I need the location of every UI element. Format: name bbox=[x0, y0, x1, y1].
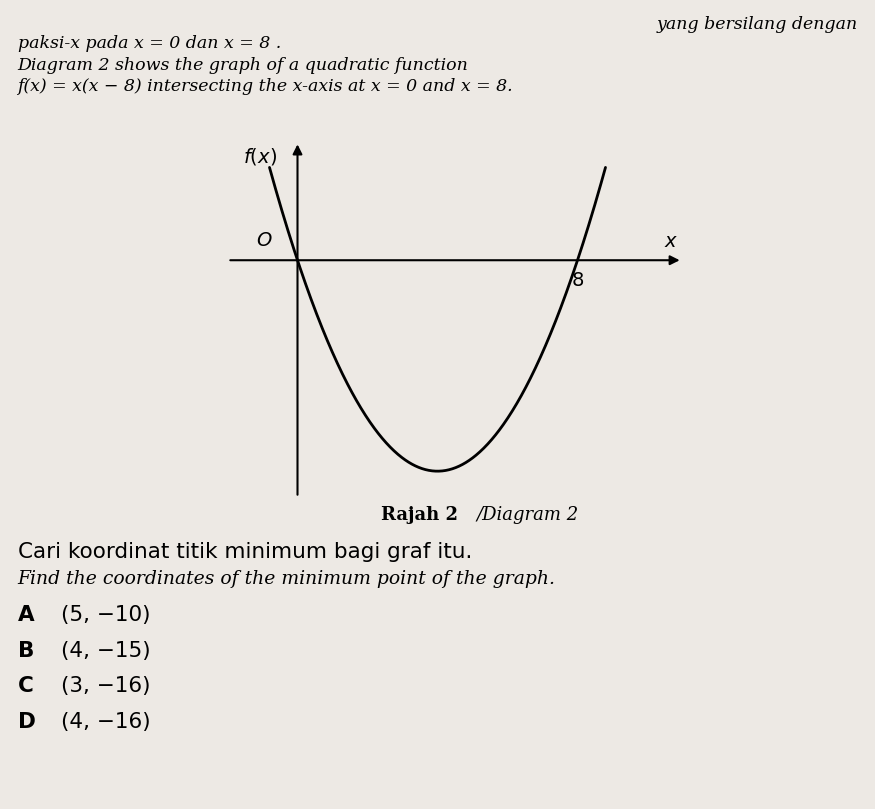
Text: Diagram 2 shows the graph of a quadratic function: Diagram 2 shows the graph of a quadratic… bbox=[18, 57, 468, 74]
Text: A: A bbox=[18, 605, 34, 625]
Text: $x$: $x$ bbox=[664, 233, 678, 251]
Text: B: B bbox=[18, 641, 34, 661]
Text: $f(x)$: $f(x)$ bbox=[242, 146, 276, 167]
Text: paksi-x pada x = 0 dan x = 8 .: paksi-x pada x = 0 dan x = 8 . bbox=[18, 35, 281, 52]
Text: $8$: $8$ bbox=[571, 272, 584, 290]
Text: Rajah 2: Rajah 2 bbox=[381, 506, 458, 523]
Text: D: D bbox=[18, 712, 35, 732]
Text: (4, −16): (4, −16) bbox=[61, 712, 150, 732]
Text: Find the coordinates of the minimum point of the graph.: Find the coordinates of the minimum poin… bbox=[18, 570, 556, 588]
Text: (4, −15): (4, −15) bbox=[61, 641, 150, 661]
Text: yang bersilang dengan: yang bersilang dengan bbox=[656, 16, 858, 33]
Text: C: C bbox=[18, 676, 33, 697]
Text: (5, −10): (5, −10) bbox=[61, 605, 150, 625]
Text: Cari koordinat titik minimum bagi graf itu.: Cari koordinat titik minimum bagi graf i… bbox=[18, 542, 472, 562]
Text: /Diagram 2: /Diagram 2 bbox=[476, 506, 578, 523]
Text: f(x) = x(x − 8) intersecting the x-axis at x = 0 and x = 8.: f(x) = x(x − 8) intersecting the x-axis … bbox=[18, 78, 513, 95]
Text: (3, −16): (3, −16) bbox=[61, 676, 150, 697]
Text: $O$: $O$ bbox=[256, 231, 273, 250]
